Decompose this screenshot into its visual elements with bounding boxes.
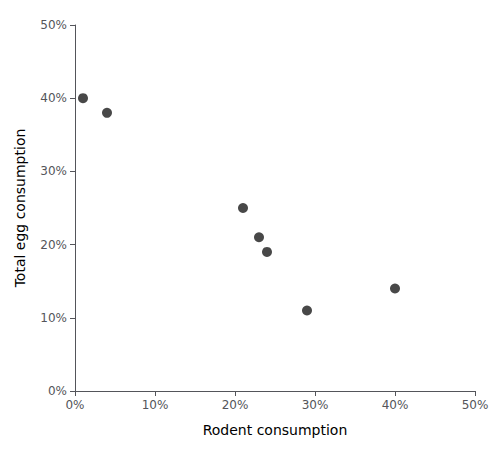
svg-text:Total egg consumption: Total egg consumption — [12, 129, 28, 289]
svg-text:20%: 20% — [40, 238, 67, 252]
svg-text:0%: 0% — [48, 384, 67, 398]
svg-text:50%: 50% — [462, 398, 489, 412]
svg-text:50%: 50% — [40, 18, 67, 32]
svg-text:10%: 10% — [40, 311, 67, 325]
svg-text:10%: 10% — [142, 398, 169, 412]
svg-text:30%: 30% — [40, 164, 67, 178]
svg-text:0%: 0% — [65, 398, 84, 412]
svg-text:20%: 20% — [222, 398, 249, 412]
svg-text:40%: 40% — [382, 398, 409, 412]
svg-text:40%: 40% — [40, 91, 67, 105]
svg-text:30%: 30% — [302, 398, 329, 412]
svg-text:Rodent consumption: Rodent consumption — [203, 422, 348, 438]
